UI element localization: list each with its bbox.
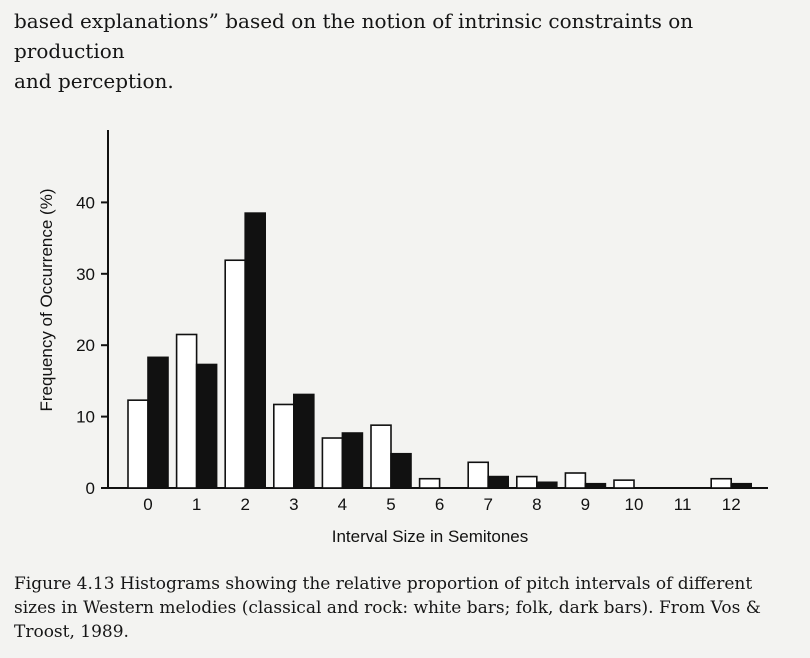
white-bar	[370, 424, 392, 489]
white-bar	[467, 461, 490, 489]
dark-bar	[730, 482, 753, 489]
white-bar	[224, 259, 246, 489]
dark-bar	[584, 482, 607, 489]
dark-bar	[535, 481, 558, 489]
white-bar	[613, 479, 635, 489]
x-axis-label: Interval Size in Semitones	[332, 527, 529, 546]
x-tick-label: 5	[386, 495, 395, 514]
y-tick-label: 20	[76, 336, 95, 355]
chart-bars	[127, 212, 753, 489]
x-tick-label: 9	[581, 495, 590, 514]
body-text: based explanations” based on the notion …	[14, 6, 810, 96]
dark-bar	[147, 356, 169, 489]
white-bar	[272, 403, 295, 489]
white-bar	[127, 399, 149, 489]
y-tick-label: 10	[76, 408, 95, 427]
y-tick-label: 0	[86, 479, 95, 498]
x-tick-label: 3	[289, 495, 298, 514]
white-bar	[175, 333, 198, 489]
dark-bar	[341, 432, 364, 489]
x-tick-label: 1	[192, 495, 201, 514]
x-tick-label: 11	[674, 495, 692, 514]
dark-bar	[292, 393, 315, 489]
dark-bar	[390, 452, 412, 489]
x-tick-label: 10	[625, 495, 644, 514]
white-bar	[418, 477, 441, 489]
y-axis-label: Frequency of Occurrence (%)	[37, 189, 56, 412]
caption-line-3: Troost, 1989.	[14, 622, 129, 642]
y-tick-label: 30	[76, 265, 95, 284]
white-bar	[710, 477, 733, 489]
x-tick-label: 8	[532, 495, 541, 514]
dark-bar	[487, 475, 510, 489]
dark-bar	[244, 212, 266, 489]
body-text-line-2: and perception.	[14, 69, 174, 93]
x-tick-label: 4	[338, 495, 347, 514]
x-tick-label: 6	[435, 495, 444, 514]
x-tick-label: 12	[722, 495, 741, 514]
white-bar	[321, 437, 344, 489]
caption-line-2: sizes in Western melodies (classical and…	[14, 598, 761, 618]
y-tick-label: 40	[76, 193, 95, 212]
caption-line-1: Figure 4.13 Histograms showing the relat…	[14, 574, 753, 594]
figure-caption: Figure 4.13 Histograms showing the relat…	[14, 572, 804, 644]
x-tick-label: 7	[483, 495, 492, 514]
x-tick-label: 0	[143, 495, 152, 514]
body-text-line-1: based explanations” based on the notion …	[14, 9, 694, 63]
white-bar	[564, 472, 587, 489]
x-tick-label: 2	[240, 495, 249, 514]
white-bar	[515, 475, 538, 489]
dark-bar	[195, 363, 218, 489]
